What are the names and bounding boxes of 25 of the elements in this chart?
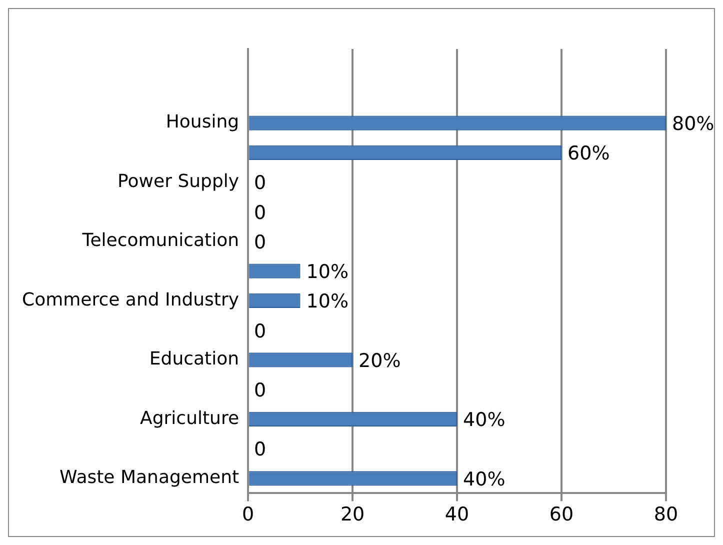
y-tick-label: Power Supply <box>118 170 240 192</box>
x-tick-label: 80 <box>654 504 678 526</box>
data-label: 20% <box>358 350 401 372</box>
data-label: 0 <box>254 231 266 254</box>
x-tick-label: 60 <box>549 504 574 526</box>
data-label: 10% <box>306 261 349 284</box>
data-label: 80% <box>672 112 714 135</box>
data-label: 0 <box>254 320 266 342</box>
data-label: 0 <box>254 172 266 194</box>
data-label: 10% <box>306 290 349 313</box>
x-tick-label: 40 <box>444 504 470 526</box>
data-label: 40% <box>463 409 506 432</box>
data-label: 60% <box>568 142 610 165</box>
data-label: 0 <box>254 438 266 461</box>
x-tick-label: 0 <box>242 504 254 526</box>
y-tick-label: Agriculture <box>140 408 240 429</box>
y-tick-label: Education <box>149 348 240 370</box>
y-tick-label: Housing <box>166 112 240 133</box>
x-tick-label: 20 <box>340 504 365 526</box>
y-tick-label: Commerce and Industry <box>22 289 240 310</box>
data-label: 40% <box>463 468 506 490</box>
data-label: 0 <box>254 379 266 402</box>
data-label: 0 <box>254 202 266 224</box>
y-tick-label: Telecomunication <box>81 230 240 252</box>
y-tick-label: Waste Management <box>60 467 240 488</box>
